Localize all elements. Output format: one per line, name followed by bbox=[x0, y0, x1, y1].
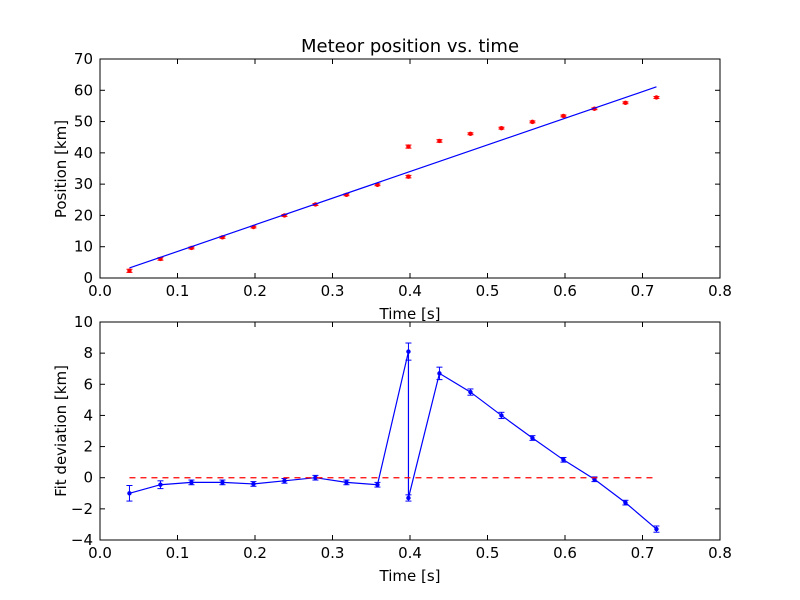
y-tick-label: 40 bbox=[74, 144, 93, 162]
x-tick-label: 0.2 bbox=[243, 544, 267, 562]
x-tick-label: 0.7 bbox=[631, 282, 655, 300]
data-point bbox=[623, 100, 628, 106]
y-tick-label: −2 bbox=[71, 500, 93, 518]
data-point bbox=[499, 125, 504, 131]
data-point bbox=[530, 119, 535, 125]
data-point bbox=[406, 495, 411, 501]
x-tick-label: 0.6 bbox=[553, 282, 577, 300]
y-tick-label: 4 bbox=[83, 406, 93, 424]
position-chart: Meteor position vs. time Time [s] Positi… bbox=[52, 36, 732, 323]
y-tick-label: 30 bbox=[74, 175, 93, 193]
fit-line bbox=[129, 86, 657, 269]
y-tick-label: −4 bbox=[71, 531, 93, 549]
data-point bbox=[499, 413, 504, 418]
y-tick-label: 20 bbox=[74, 206, 93, 224]
y-tick-label: 8 bbox=[83, 344, 93, 362]
data-point bbox=[251, 481, 256, 487]
x-tick-label: 0.5 bbox=[476, 544, 500, 562]
x-tick-label: 0.6 bbox=[553, 544, 577, 562]
data-point bbox=[437, 371, 442, 376]
data-point bbox=[282, 478, 287, 484]
y-axis-label: Fit deviation [km] bbox=[52, 365, 70, 497]
y-tick-label: 0 bbox=[83, 469, 93, 487]
data-point bbox=[654, 526, 659, 532]
data-point bbox=[437, 138, 442, 144]
x-tick-label: 0.0 bbox=[88, 282, 112, 300]
data-point bbox=[406, 144, 411, 149]
x-tick-label: 0.3 bbox=[321, 544, 345, 562]
x-tick-label: 0.1 bbox=[166, 544, 190, 562]
data-point bbox=[654, 95, 659, 100]
deviation-chart: Time [s] Fit deviation [km] 0.0 0.1 0.2 0.3… bbox=[52, 313, 732, 585]
y-tick-label: 10 bbox=[74, 238, 93, 256]
data-point bbox=[189, 480, 194, 485]
y-tick-label: 50 bbox=[74, 113, 93, 131]
data-point bbox=[127, 491, 132, 496]
y-tick-label: 60 bbox=[74, 81, 93, 99]
x-axis-label: Time [s] bbox=[379, 567, 441, 585]
data-point bbox=[468, 131, 473, 136]
x-tick-label: 0.0 bbox=[88, 544, 112, 562]
data-point bbox=[561, 113, 566, 119]
plot-frame bbox=[99, 58, 721, 279]
y-axis-label: Position [km] bbox=[52, 120, 70, 218]
data-point bbox=[468, 389, 473, 395]
data-point bbox=[127, 268, 132, 274]
plot-frame bbox=[99, 321, 721, 541]
y-tick-label: 0 bbox=[83, 269, 93, 287]
x-tick-label: 0.1 bbox=[166, 282, 190, 300]
x-tick-label: 0.5 bbox=[476, 282, 500, 300]
y-tick-label: 2 bbox=[83, 438, 93, 456]
data-point bbox=[375, 482, 380, 487]
x-tick-label: 0.4 bbox=[398, 282, 422, 300]
x-tick-label: 0.8 bbox=[708, 544, 732, 562]
x-axis-label: Time [s] bbox=[379, 305, 441, 323]
data-point bbox=[313, 475, 318, 480]
y-tick-label: 6 bbox=[83, 375, 93, 393]
x-tick-label: 0.3 bbox=[321, 282, 345, 300]
chart-title: Meteor position vs. time bbox=[301, 36, 519, 57]
x-tick-label: 0.2 bbox=[243, 282, 267, 300]
x-tick-label: 0.8 bbox=[708, 282, 732, 300]
data-point bbox=[623, 500, 628, 505]
data-point bbox=[344, 480, 349, 485]
y-tick-label: 10 bbox=[74, 313, 93, 331]
x-tick-label: 0.4 bbox=[398, 544, 422, 562]
data-point bbox=[220, 480, 225, 485]
data-point bbox=[561, 457, 566, 463]
data-point bbox=[406, 349, 411, 354]
x-tick-label: 0.7 bbox=[631, 544, 655, 562]
data-point bbox=[530, 435, 535, 441]
data-point bbox=[158, 482, 163, 487]
data-point bbox=[406, 174, 411, 179]
y-tick-label: 70 bbox=[74, 50, 93, 68]
